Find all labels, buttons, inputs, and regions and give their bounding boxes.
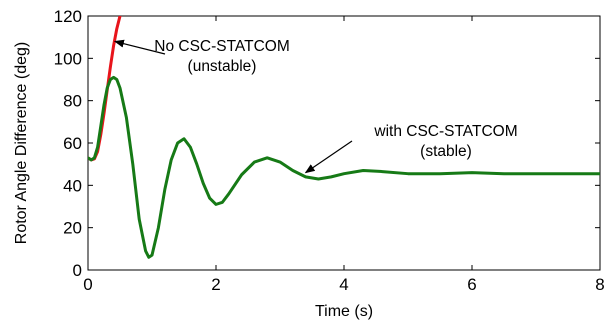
x-tick-label: 0 (83, 275, 92, 294)
y-tick-label: 60 (63, 134, 82, 153)
annotations: No CSC-STATCOM (unstable) with CSC-STATCOM… (113, 38, 518, 174)
x-tick-label: 6 (467, 275, 476, 294)
annotation-text: (unstable) (188, 58, 257, 75)
y-tick-label: 120 (54, 7, 82, 26)
annotation-text: with CSC-STATCOM (373, 123, 517, 140)
annotation-1: No CSC-STATCOM (unstable) (113, 38, 290, 75)
x-tick-label: 8 (595, 275, 604, 294)
y-tick-label: 0 (73, 261, 82, 280)
y-tick-label: 40 (63, 176, 82, 195)
series-line-2 (88, 75, 600, 259)
series-line-1 (88, 16, 122, 162)
y-tick-label: 100 (54, 49, 82, 68)
annotation-text: (stable) (420, 143, 472, 160)
y-tick-label: 20 (63, 219, 82, 238)
annotation-text: No CSC-STATCOM (154, 38, 289, 55)
x-tick-label: 2 (211, 275, 220, 294)
x-tick-label: 4 (339, 275, 348, 294)
annotation-arrow (304, 140, 353, 174)
y-axis-label: Rotor Angle Difference (deg) (13, 42, 30, 244)
annotation-2: with CSC-STATCOM (stable) (304, 123, 518, 174)
annotation-arrow (113, 39, 166, 55)
x-axis-label: Time (s) (315, 303, 373, 320)
y-tick-label: 80 (63, 92, 82, 111)
